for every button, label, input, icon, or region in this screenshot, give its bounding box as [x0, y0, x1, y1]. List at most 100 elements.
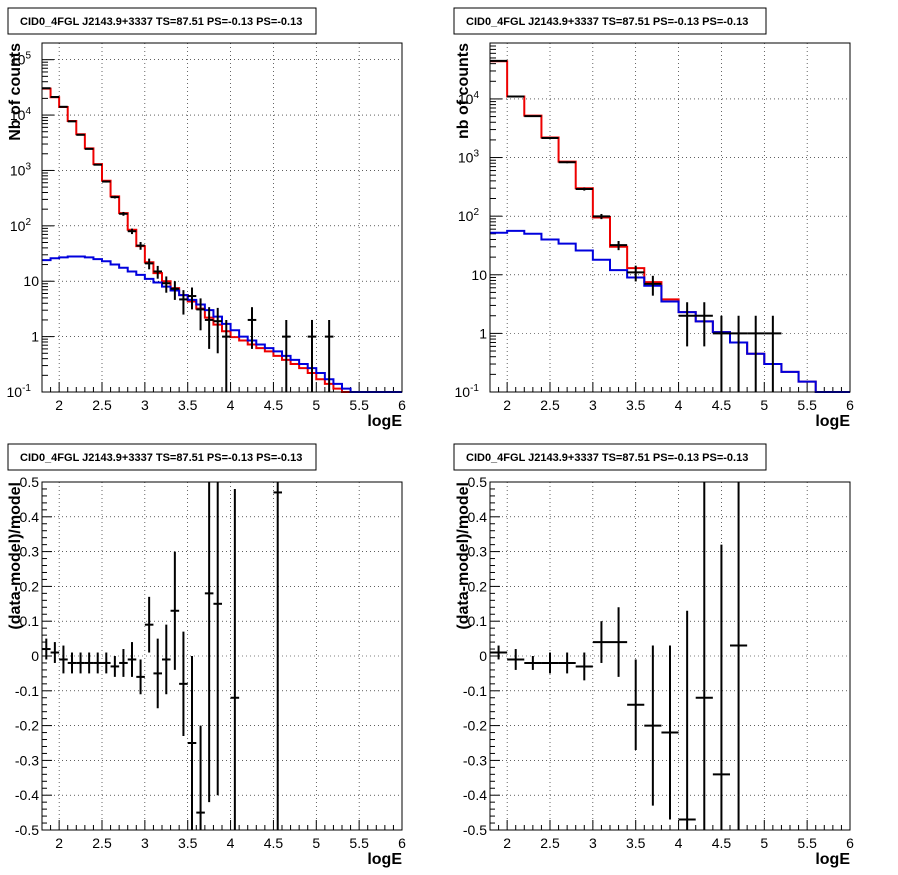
chart-title: CID0_4FGL J2143.9+3337 TS=87.51 PS=-0.13…: [20, 452, 302, 464]
y-tick-label: 0.2: [20, 578, 40, 594]
x-tick-label: 5.5: [349, 835, 369, 851]
x-tick-label: 4: [675, 835, 683, 851]
x-tick-label: 3: [589, 397, 597, 413]
x-axis-label: logE: [815, 851, 850, 868]
chart-panel-2: 2 2.5 3 3.5 4 4.5 5 5.5 610-1110102103104CID0_4F…: [453, 7, 854, 430]
y-tick-label: -0.1: [15, 683, 39, 699]
x-tick-label: 2: [503, 397, 511, 413]
plot-frame: [489, 481, 851, 831]
y-tick-label: 0.2: [468, 578, 488, 594]
y-axis-label: nb of counts: [455, 43, 472, 139]
x-axis-label: logE: [367, 413, 402, 430]
x-tick-label: 5.5: [797, 835, 817, 851]
chart-panel-4: 2 2.5 3 3.5 4 4.5 5 5.5 6 -0.5 -0.4 -0.3 -0.2 -0.1 0 0.…: [453, 443, 854, 868]
x-tick-label: 5: [760, 397, 768, 413]
y-tick-exponent: -1: [470, 383, 479, 394]
y-tick-exponent: 4: [25, 106, 31, 117]
y-tick-label: 10-1: [7, 383, 32, 400]
x-tick-label: 5: [760, 835, 768, 851]
x-axis-label: logE: [815, 413, 850, 430]
x-tick-label: 2.5: [92, 397, 112, 413]
title-box: [453, 443, 767, 471]
x-tick-label: 6: [846, 835, 854, 851]
axis-ticks: [41, 481, 403, 831]
x-tick-label: 6: [398, 397, 406, 413]
y-tick-exponent: 4: [473, 90, 479, 101]
series-component-model-line: [490, 229, 850, 393]
y-tick-label: 1: [31, 329, 39, 345]
y-tick-label: 0.4: [468, 509, 488, 525]
y-tick-label: -0.5: [463, 822, 487, 838]
y-tick-label: 102: [10, 217, 32, 234]
chart-panel-3: 2 2.5 3 3.5 4 4.5 5 5.5 6 -0.5 -0.4 -0.3 -0.2 -0.1 0 0.…: [7, 443, 406, 868]
x-tick-label: 3.5: [178, 397, 198, 413]
y-tick-exponent: 3: [473, 149, 479, 160]
x-tick-label: 4: [675, 397, 683, 413]
title-box: [7, 443, 317, 471]
plot-frame: [41, 42, 403, 393]
axis-ticks: [489, 42, 851, 393]
x-tick-label: 4: [227, 835, 235, 851]
x-tick-label: 3: [141, 835, 149, 851]
chart-panel-1: 2 2.5 3 3.5 4 4.5 5 5.5 610-1110102103104105CID0…: [7, 7, 406, 430]
x-tick-label: 4.5: [712, 397, 732, 413]
y-tick-exponent: 2: [473, 207, 479, 218]
title-box: [7, 7, 317, 35]
y-tick-label: -0.2: [463, 718, 487, 734]
y-tick-label: 0: [31, 648, 39, 664]
x-tick-label: 3.5: [626, 835, 646, 851]
plot-frame: [41, 481, 403, 831]
y-tick-label: 10: [23, 273, 39, 289]
y-tick-label: 10: [471, 267, 487, 283]
x-tick-label: 6: [398, 835, 406, 851]
axis-ticks: [41, 42, 403, 393]
x-tick-label: 3.5: [178, 835, 198, 851]
x-tick-label: 2: [503, 835, 511, 851]
plot-frame: [489, 42, 851, 393]
plot-area: [42, 43, 402, 392]
y-tick-label: 102: [458, 207, 480, 224]
y-tick-label: 0.5: [468, 474, 488, 490]
x-tick-label: 5: [312, 397, 320, 413]
x-tick-label: 2.5: [92, 835, 112, 851]
x-tick-label: 4.5: [264, 835, 284, 851]
x-tick-label: 2.5: [540, 397, 560, 413]
x-tick-label: 4.5: [264, 397, 284, 413]
x-axis-label: logE: [367, 851, 402, 868]
y-axis-label: (data-model)/model: [7, 482, 24, 630]
chart-title: CID0_4FGL J2143.9+3337 TS=87.51 PS=-0.13…: [466, 452, 748, 464]
y-tick-label: -0.1: [463, 683, 487, 699]
y-axis-label: Nb of counts: [7, 43, 24, 141]
y-tick-label: 0: [479, 648, 487, 664]
y-tick-label: -0.5: [15, 822, 39, 838]
title-box: [453, 7, 767, 35]
series-component-model-line: [42, 255, 402, 393]
y-axis-label: (data-model)/model: [455, 482, 472, 630]
y-tick-label: -0.4: [15, 787, 39, 803]
y-tick-label: -0.4: [463, 787, 487, 803]
x-tick-label: 5.5: [797, 397, 817, 413]
y-tick-label: 1: [479, 325, 487, 341]
y-tick-exponent: -1: [22, 383, 31, 394]
x-tick-label: 5.5: [349, 397, 369, 413]
x-tick-label: 5: [312, 835, 320, 851]
x-tick-label: 2: [55, 397, 63, 413]
y-tick-exponent: 2: [25, 217, 31, 228]
y-tick-label: 0.5: [20, 474, 40, 490]
x-tick-label: 4.5: [712, 835, 732, 851]
x-tick-label: 4: [227, 397, 235, 413]
y-tick-label: 0.3: [20, 544, 40, 560]
y-tick-label: -0.2: [15, 718, 39, 734]
y-tick-label: 0.4: [20, 509, 40, 525]
x-tick-label: 2: [55, 835, 63, 851]
x-tick-label: 6: [846, 397, 854, 413]
y-tick-exponent: 5: [25, 51, 31, 62]
y-tick-label: 0.1: [468, 613, 488, 629]
x-tick-label: 2.5: [540, 835, 560, 851]
x-tick-label: 3: [589, 835, 597, 851]
x-tick-label: 3: [141, 397, 149, 413]
y-tick-label: 0.3: [468, 544, 488, 560]
y-tick-label: -0.3: [15, 752, 39, 768]
y-tick-exponent: 3: [25, 161, 31, 172]
